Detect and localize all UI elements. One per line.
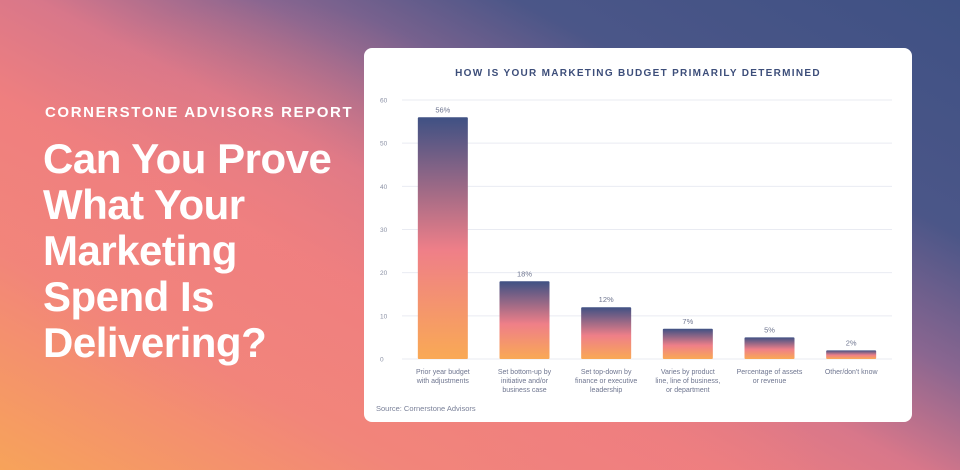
bar	[499, 281, 550, 359]
category-label: Set top-down by finance or executive leade…	[575, 369, 637, 394]
category-label: Prior year budget with adjustments	[416, 369, 470, 385]
category-label: Percentage of assets or revenue	[737, 369, 803, 385]
category-label: Other/don't know	[825, 369, 879, 376]
bar-chart: 0 10 20 30 40 50 60 56% Prior year budget with a…	[380, 98, 892, 394]
y-tick-label: 20	[380, 270, 388, 277]
bar	[581, 307, 632, 359]
chart-card: HOW IS YOUR MARKETING BUDGET PRIMARILY D…	[364, 48, 912, 422]
data-label: 5%	[764, 325, 775, 334]
data-label: 12%	[599, 295, 614, 304]
y-tick-label: 50	[380, 141, 388, 148]
data-label: 18%	[517, 269, 532, 278]
y-tick-label: 60	[380, 98, 388, 105]
bar	[417, 117, 468, 360]
report-eyebrow: CORNERSTONE ADVISORS REPORT	[45, 104, 354, 121]
y-tick-label: 30	[380, 227, 388, 234]
bar	[744, 337, 795, 359]
y-tick-label: 40	[380, 184, 388, 191]
chart-title: HOW IS YOUR MARKETING BUDGET PRIMARILY D…	[455, 68, 821, 79]
data-label: 7%	[682, 317, 693, 326]
bar	[826, 350, 877, 359]
data-label: 2%	[846, 338, 857, 347]
y-tick-label: 10	[380, 313, 388, 320]
data-label: 56%	[435, 105, 450, 114]
category-label: Set bottom-up by initiative and/or busines…	[498, 369, 552, 394]
source-note: Source: Cornerstone Advisors	[376, 404, 476, 413]
category-label: Varies by product line, line of business,…	[655, 369, 720, 394]
bar	[662, 328, 713, 359]
headline: Can You Prove What Your Marketing Spend …	[43, 135, 332, 366]
y-tick-label: 0	[380, 357, 384, 364]
